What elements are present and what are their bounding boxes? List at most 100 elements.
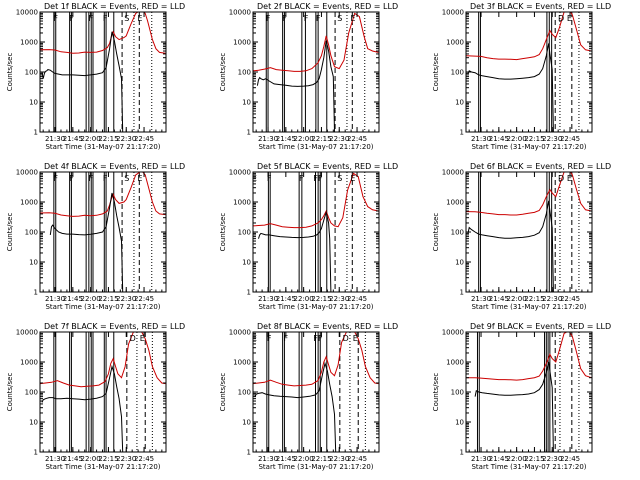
- series-events: [256, 40, 335, 132]
- panel-1: Det 1f BLACK = Events, RED = LLD F F F F S E 1 1…: [6, 2, 185, 151]
- x-tick-label: 22:30: [542, 295, 562, 303]
- x-tick-label: 22:45: [560, 295, 580, 303]
- plot-frame: [39, 331, 167, 453]
- series-lld: [253, 12, 379, 72]
- panel-title: Det 4f BLACK = Events, RED = LLD: [44, 162, 185, 171]
- y-tick-label: 10: [242, 259, 251, 267]
- segment-label: S: [337, 14, 342, 23]
- x-tick-label: 22:45: [134, 455, 154, 463]
- y-tick-label: 10: [29, 419, 38, 427]
- x-axis-label: Start Time (31-May-07 21:17:20): [471, 303, 586, 311]
- y-tick-label: 10000: [16, 169, 38, 177]
- x-tick-label: 21:45: [276, 135, 296, 143]
- x-tick-label: 21:45: [489, 295, 509, 303]
- panel-5: Det 5f BLACK = Events, RED = LLDEFFFFSE1…: [219, 162, 398, 311]
- panel-title: Det 5f BLACK = Events, RED = LLD: [257, 162, 398, 171]
- x-tick-label: 22:30: [542, 455, 562, 463]
- series-lld: [466, 332, 592, 381]
- x-tick-label: 22:30: [329, 295, 349, 303]
- y-tick-label: 10000: [442, 169, 464, 177]
- y-tick-label: 100: [25, 69, 38, 77]
- segment-label: F: [88, 174, 93, 183]
- x-tick-label: 22:15: [311, 135, 331, 143]
- y-tick-label: 1: [34, 129, 38, 137]
- y-axis-label: Counts/sec: [6, 213, 14, 252]
- segment-label: E: [350, 174, 355, 183]
- y-tick-label: 1000: [446, 39, 464, 47]
- y-axis-label: Counts/sec: [219, 213, 227, 252]
- x-tick-label: 22:15: [311, 455, 331, 463]
- panel-title: Det 2f BLACK = Events, RED = LLD: [257, 2, 398, 11]
- y-tick-label: 1: [247, 289, 251, 297]
- segment-label: F: [282, 14, 287, 23]
- panel-title: Det 3f BLACK = Events, RED = LLD: [470, 2, 611, 11]
- y-tick-label: 1000: [20, 199, 38, 207]
- x-tick-label: 22:15: [98, 455, 118, 463]
- y-axis-label: Counts/sec: [432, 373, 440, 412]
- y-tick-label: 10: [29, 99, 38, 107]
- segment-label: F: [88, 14, 93, 23]
- panel-6: Det 6f BLACK = Events, RED = LLD D E 1 10 100…: [432, 162, 611, 311]
- x-axis-label: Start Time (31-May-07 21:17:20): [45, 463, 160, 471]
- segment-label: F: [304, 14, 309, 23]
- x-tick-label: 22:15: [524, 455, 544, 463]
- segment-label: E: [140, 334, 145, 343]
- segment-label: F: [266, 14, 271, 23]
- y-tick-label: 10: [242, 99, 251, 107]
- x-tick-label: 22:45: [560, 135, 580, 143]
- panel-title: Det 1f BLACK = Events, RED = LLD: [44, 2, 185, 11]
- segment-label: D: [343, 334, 349, 343]
- x-tick-label: 21:45: [489, 455, 509, 463]
- x-axis-label: Start Time (31-May-07 21:17:20): [258, 143, 373, 151]
- y-tick-label: 100: [451, 389, 464, 397]
- x-tick-label: 22:45: [347, 135, 367, 143]
- series-events: [467, 200, 554, 292]
- x-tick-label: 21:45: [63, 295, 83, 303]
- series-events: [474, 361, 554, 452]
- segment-label: F: [53, 174, 58, 183]
- x-tick-label: 22:15: [98, 135, 118, 143]
- x-tick-label: 22:00: [294, 135, 314, 143]
- x-tick-label: 21:30: [45, 455, 65, 463]
- x-tick-label: 21:30: [471, 135, 491, 143]
- segment-label: D: [558, 174, 564, 183]
- y-tick-label: 100: [451, 229, 464, 237]
- y-axis-label: Counts/sec: [6, 53, 14, 92]
- series-events: [41, 31, 124, 132]
- y-tick-label: 1: [34, 449, 38, 457]
- y-tick-label: 10: [455, 99, 464, 107]
- series-events: [49, 192, 124, 292]
- x-tick-label: 21:45: [276, 295, 296, 303]
- segment-label: FF: [313, 334, 323, 343]
- y-tick-label: 1000: [20, 359, 38, 367]
- x-tick-label: 22:45: [347, 455, 367, 463]
- series-events: [254, 361, 337, 452]
- segment-label: E: [567, 174, 572, 183]
- y-tick-label: 100: [451, 69, 464, 77]
- y-tick-label: 1: [247, 129, 251, 137]
- y-tick-label: 10000: [16, 329, 38, 337]
- x-tick-label: 22:00: [81, 455, 101, 463]
- y-tick-label: 10000: [442, 9, 464, 17]
- x-tick-label: 22:30: [116, 455, 136, 463]
- y-tick-label: 100: [25, 389, 38, 397]
- y-tick-label: 100: [238, 69, 251, 77]
- x-tick-label: 22:00: [294, 455, 314, 463]
- y-tick-label: 10000: [229, 169, 251, 177]
- x-tick-label: 21:30: [45, 295, 65, 303]
- x-tick-label: 22:45: [560, 455, 580, 463]
- x-tick-label: 21:30: [258, 295, 278, 303]
- series-lld: [253, 332, 379, 387]
- series-events: [41, 364, 124, 452]
- x-tick-label: 22:00: [294, 295, 314, 303]
- y-axis-label: Counts/sec: [432, 53, 440, 92]
- segment-label: D: [558, 14, 564, 23]
- x-axis-label: Start Time (31-May-07 21:17:20): [258, 303, 373, 311]
- x-tick-label: 22:30: [116, 295, 136, 303]
- x-tick-label: 22:15: [311, 295, 331, 303]
- x-tick-label: 22:45: [134, 135, 154, 143]
- y-tick-label: 10: [455, 419, 464, 427]
- y-tick-label: 100: [238, 229, 251, 237]
